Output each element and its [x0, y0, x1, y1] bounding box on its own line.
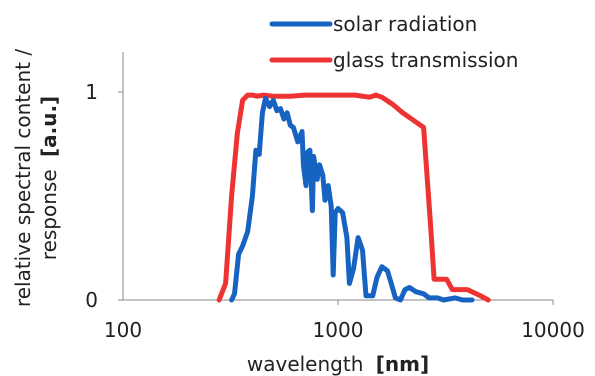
x-tick-label-1000: 1000 — [313, 318, 364, 342]
x-axis-unit: [nm] — [376, 352, 429, 376]
x-axis-title-text: wavelength — [247, 352, 364, 376]
legend: solar radiation glass transmission — [269, 12, 518, 72]
legend-label-solar-radiation: solar radiation — [333, 12, 477, 36]
x-tick-label-10000: 10000 — [521, 318, 585, 342]
y-axis-unit: [a.u.] — [37, 96, 61, 157]
series-line-solar-radiation — [229, 95, 475, 303]
y-tick-label-1: 1 — [85, 80, 98, 104]
y-axis-title-line2-text: response — [37, 169, 61, 260]
y-tick-label-0: 0 — [85, 288, 98, 312]
legend-label-glass-transmission: glass transmission — [333, 48, 518, 72]
y-axis-title: relative spectral content / response [a.… — [11, 49, 61, 307]
y-axis-title-line2: response [a.u.] — [37, 96, 61, 260]
series-line-glass-transmission — [216, 92, 491, 303]
x-tick-label-100: 100 — [104, 318, 142, 342]
series-layer — [216, 92, 491, 303]
y-axis-title-line1: relative spectral content / — [11, 49, 35, 307]
x-axis-title: wavelength [nm] — [247, 352, 429, 376]
